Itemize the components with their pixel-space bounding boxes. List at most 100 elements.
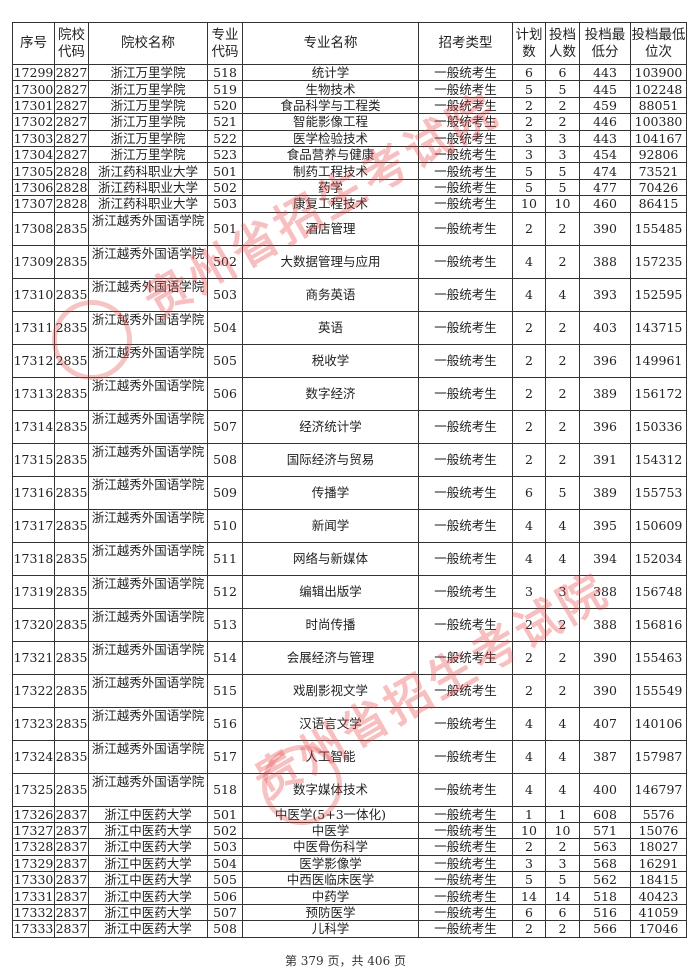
- cell-seq: 17302: [12, 113, 55, 131]
- cell-seq: 17306: [12, 178, 55, 197]
- cell-school-code: 2835: [54, 640, 89, 675]
- cell-major-code: 506: [207, 887, 243, 905]
- cell-seq: 17313: [12, 376, 55, 411]
- cell-major-code: 515: [207, 673, 243, 708]
- cell-exam-type: 一般统考生: [418, 706, 513, 741]
- cell-min-score: 571: [579, 821, 631, 840]
- cell-exam-type: 一般统考生: [418, 113, 513, 131]
- table-row: 17321 2835 浙江越秀外国语学院 514 会展经济与管理 一般统考生 2 2 390 15…: [12, 640, 687, 675]
- cell-major-code: 507: [207, 409, 243, 444]
- cell-plan-count: 3: [512, 129, 546, 147]
- table-header: 序号 院校代码 院校名称 专业代码 专业名称 招考类型 计划数 投档人数 投档最低分 投档最低位次: [12, 22, 687, 65]
- cell-exam-type: 一般统考生: [418, 195, 513, 213]
- header-min-score: 投档最低分: [579, 22, 631, 65]
- header-admitted-count: 投档人数: [545, 22, 580, 65]
- cell-plan-count: 6: [512, 63, 546, 82]
- cell-school-code: 2828: [54, 162, 89, 180]
- table-row: 17313 2835 浙江越秀外国语学院 506 数字经济 一般统考生 2 2 389 15617…: [12, 376, 687, 411]
- cell-exam-type: 一般统考生: [418, 376, 513, 411]
- table-row: 17310 2835 浙江越秀外国语学院 503 商务英语 一般统考生 4 4 393 15259…: [12, 277, 687, 312]
- header-plan-count: 计划数: [512, 22, 546, 65]
- cell-plan-count: 2: [512, 376, 546, 411]
- page-footer: 第 379 页，共 406 页: [284, 954, 407, 968]
- cell-plan-count: 2: [512, 673, 546, 708]
- cell-min-rank: 73521: [630, 162, 687, 180]
- table-row: 17304 2827 浙江万里学院 523 食品营养与健康 一般统考生 3 3 454 92806: [12, 145, 687, 164]
- cell-admitted-count: 2: [545, 838, 580, 856]
- cell-school-name: 浙江中医药大学: [88, 821, 208, 840]
- cell-major-name: 大数据管理与应用: [242, 244, 419, 279]
- cell-plan-count: 4: [512, 541, 546, 576]
- cell-min-score: 389: [579, 475, 631, 510]
- cell-major-code: 521: [207, 113, 243, 131]
- cell-major-code: 517: [207, 739, 243, 774]
- cell-min-rank: 17046: [630, 920, 687, 938]
- cell-major-name: 国际经济与贸易: [242, 442, 419, 477]
- cell-min-score: 390: [579, 673, 631, 708]
- cell-plan-count: 5: [512, 162, 546, 180]
- cell-plan-count: 6: [512, 475, 546, 510]
- cell-school-code: 2835: [54, 310, 89, 345]
- cell-min-rank: 149961: [630, 343, 687, 378]
- cell-min-score: 387: [579, 739, 631, 774]
- cell-exam-type: 一般统考生: [418, 739, 513, 774]
- table-row: 17303 2827 浙江万里学院 522 医学检验技术 一般统考生 3 3 443 104167: [12, 129, 687, 147]
- cell-major-name: 中西医临床医学: [242, 871, 419, 889]
- table-row: 17333 2837 浙江中医药大学 508 儿科学 一般统考生 2 2 566 17046: [12, 920, 687, 938]
- cell-major-code: 502: [207, 244, 243, 279]
- cell-exam-type: 一般统考生: [418, 409, 513, 444]
- cell-admitted-count: 3: [545, 854, 580, 873]
- table-row: 17302 2827 浙江万里学院 521 智能影像工程 一般统考生 2 2 446 100380: [12, 113, 687, 131]
- cell-min-score: 396: [579, 343, 631, 378]
- cell-major-name: 税收学: [242, 343, 419, 378]
- cell-admitted-count: 2: [545, 343, 580, 378]
- table-row: 17326 2837 浙江中医药大学 501 中医学(5+3一体化) 一般统考生 1 1 608…: [12, 805, 687, 823]
- cell-plan-count: 4: [512, 706, 546, 741]
- cell-admitted-count: 10: [545, 195, 580, 213]
- cell-min-rank: 157235: [630, 244, 687, 279]
- cell-seq: 17321: [12, 640, 55, 675]
- cell-school-name: 浙江越秀外国语学院: [88, 772, 208, 807]
- cell-min-rank: 152595: [630, 277, 687, 312]
- header-major-name: 专业名称: [242, 22, 419, 65]
- cell-exam-type: 一般统考生: [418, 607, 513, 642]
- table-row: 17329 2837 浙江中医药大学 504 医学影像学 一般统考生 3 3 568 16291: [12, 854, 687, 873]
- cell-min-rank: 154312: [630, 442, 687, 477]
- cell-school-name: 浙江中医药大学: [88, 920, 208, 938]
- cell-exam-type: 一般统考生: [418, 640, 513, 675]
- cell-major-code: 504: [207, 854, 243, 873]
- cell-exam-type: 一般统考生: [418, 442, 513, 477]
- cell-admitted-count: 2: [545, 310, 580, 345]
- cell-school-code: 2837: [54, 887, 89, 905]
- cell-plan-count: 3: [512, 145, 546, 164]
- cell-school-code: 2835: [54, 673, 89, 708]
- cell-min-rank: 150336: [630, 409, 687, 444]
- table-row: 17320 2835 浙江越秀外国语学院 513 时尚传播 一般统考生 2 2 388 15681…: [12, 607, 687, 642]
- cell-school-code: 2828: [54, 195, 89, 213]
- cell-exam-type: 一般统考生: [418, 244, 513, 279]
- cell-seq: 17333: [12, 920, 55, 938]
- cell-major-name: 商务英语: [242, 277, 419, 312]
- cell-min-rank: 15076: [630, 821, 687, 840]
- cell-min-score: 390: [579, 211, 631, 246]
- cell-admitted-count: 4: [545, 739, 580, 774]
- cell-school-name: 浙江越秀外国语学院: [88, 706, 208, 741]
- cell-school-name: 浙江中医药大学: [88, 854, 208, 873]
- cell-school-name: 浙江越秀外国语学院: [88, 343, 208, 378]
- cell-seq: 17324: [12, 739, 55, 774]
- header-major-code: 专业代码: [207, 22, 243, 65]
- cell-major-code: 504: [207, 310, 243, 345]
- table-row: 17327 2837 浙江中医药大学 502 中医学 一般统考生 10 10 571 15076: [12, 821, 687, 840]
- cell-major-name: 戏剧影视文学: [242, 673, 419, 708]
- cell-admitted-count: 2: [545, 113, 580, 131]
- cell-exam-type: 一般统考生: [418, 96, 513, 115]
- cell-admitted-count: 4: [545, 772, 580, 807]
- cell-exam-type: 一般统考生: [418, 838, 513, 856]
- cell-school-code: 2835: [54, 244, 89, 279]
- cell-school-code: 2835: [54, 343, 89, 378]
- cell-school-name: 浙江中医药大学: [88, 838, 208, 856]
- cell-plan-count: 2: [512, 113, 546, 131]
- cell-min-rank: 155463: [630, 640, 687, 675]
- cell-major-code: 509: [207, 475, 243, 510]
- cell-school-name: 浙江越秀外国语学院: [88, 244, 208, 279]
